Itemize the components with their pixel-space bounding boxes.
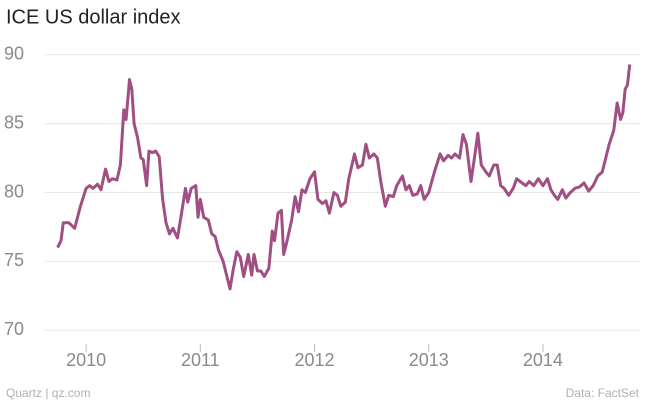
x-tick-label: 2011	[181, 350, 220, 370]
x-tick-label: 2010	[66, 350, 106, 370]
x-tick-label: 2013	[409, 350, 449, 370]
credit: Data: FactSet	[566, 386, 640, 400]
line	[56, 64, 632, 291]
source: Quartz | qz.com	[6, 386, 90, 400]
y-tick-label: 85	[4, 112, 24, 132]
y-tick-label: 75	[4, 250, 24, 270]
chart-title: ICE US dollar index	[6, 6, 181, 28]
y-tick-label: 80	[4, 181, 24, 201]
x-tick-label: 2012	[294, 350, 334, 370]
y-tick-label: 70	[4, 319, 24, 339]
y-tick-label: 90	[4, 44, 24, 64]
x-tick-label: 2014	[523, 350, 563, 370]
